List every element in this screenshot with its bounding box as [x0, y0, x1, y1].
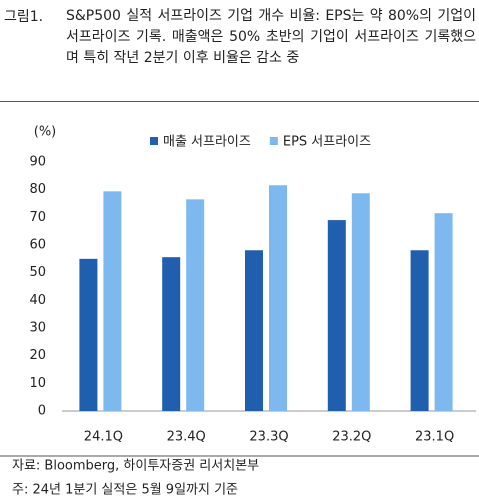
bar: [245, 250, 263, 411]
bar: [269, 185, 287, 411]
x-tick-label: 23.3Q: [249, 430, 288, 445]
y-tick-label: 90: [29, 155, 46, 170]
x-tick-label: 24.1Q: [84, 430, 123, 445]
legend-swatch: [269, 137, 278, 145]
header: 그림1. S&P500 실적 서프라이즈 기업 개수 비율: EPS는 약 80…: [0, 0, 479, 102]
y-tick-label: 0: [38, 404, 46, 419]
y-tick-label: 60: [29, 238, 46, 253]
note: 주: 24년 1분기 실적은 5월 9일까지 기준: [12, 483, 238, 498]
bar: [186, 199, 205, 411]
bar: [79, 258, 98, 411]
y-tick-label: 10: [29, 376, 46, 391]
legend-swatch: [150, 137, 158, 145]
bar: [434, 213, 453, 411]
x-tick-label: 23.1Q: [415, 430, 454, 445]
chart-title: S&P500 실적 서프라이즈 기업 개수 비율: EPS는 약 80%의 기업…: [66, 8, 476, 66]
figure-label: 그림1.: [4, 9, 44, 25]
y-tick-label: 80: [29, 182, 46, 197]
bar: [327, 220, 346, 411]
chart: (%) 자료: Bloomberg, 하이투자증권 리서치본부 주: 24년 1…: [0, 125, 479, 498]
y-tick-label: 70: [29, 210, 46, 225]
y-tick-label: 50: [29, 265, 46, 280]
legend-label: EPS 서프라이즈: [283, 135, 371, 150]
x-tick-label: 23.4Q: [167, 430, 206, 445]
x-tick-label: 23.2Q: [332, 430, 371, 445]
bar: [162, 257, 181, 411]
y-unit: (%): [34, 125, 57, 140]
source: 자료: Bloomberg, 하이투자증권 리서치본부: [12, 459, 259, 474]
y-tick-label: 20: [29, 348, 46, 363]
y-tick-label: 30: [29, 321, 46, 336]
y-tick-label: 40: [29, 293, 46, 308]
bar: [351, 193, 370, 411]
bar: [410, 250, 429, 411]
bar: [103, 191, 122, 411]
legend-label: 매출 서프라이즈: [163, 135, 251, 150]
